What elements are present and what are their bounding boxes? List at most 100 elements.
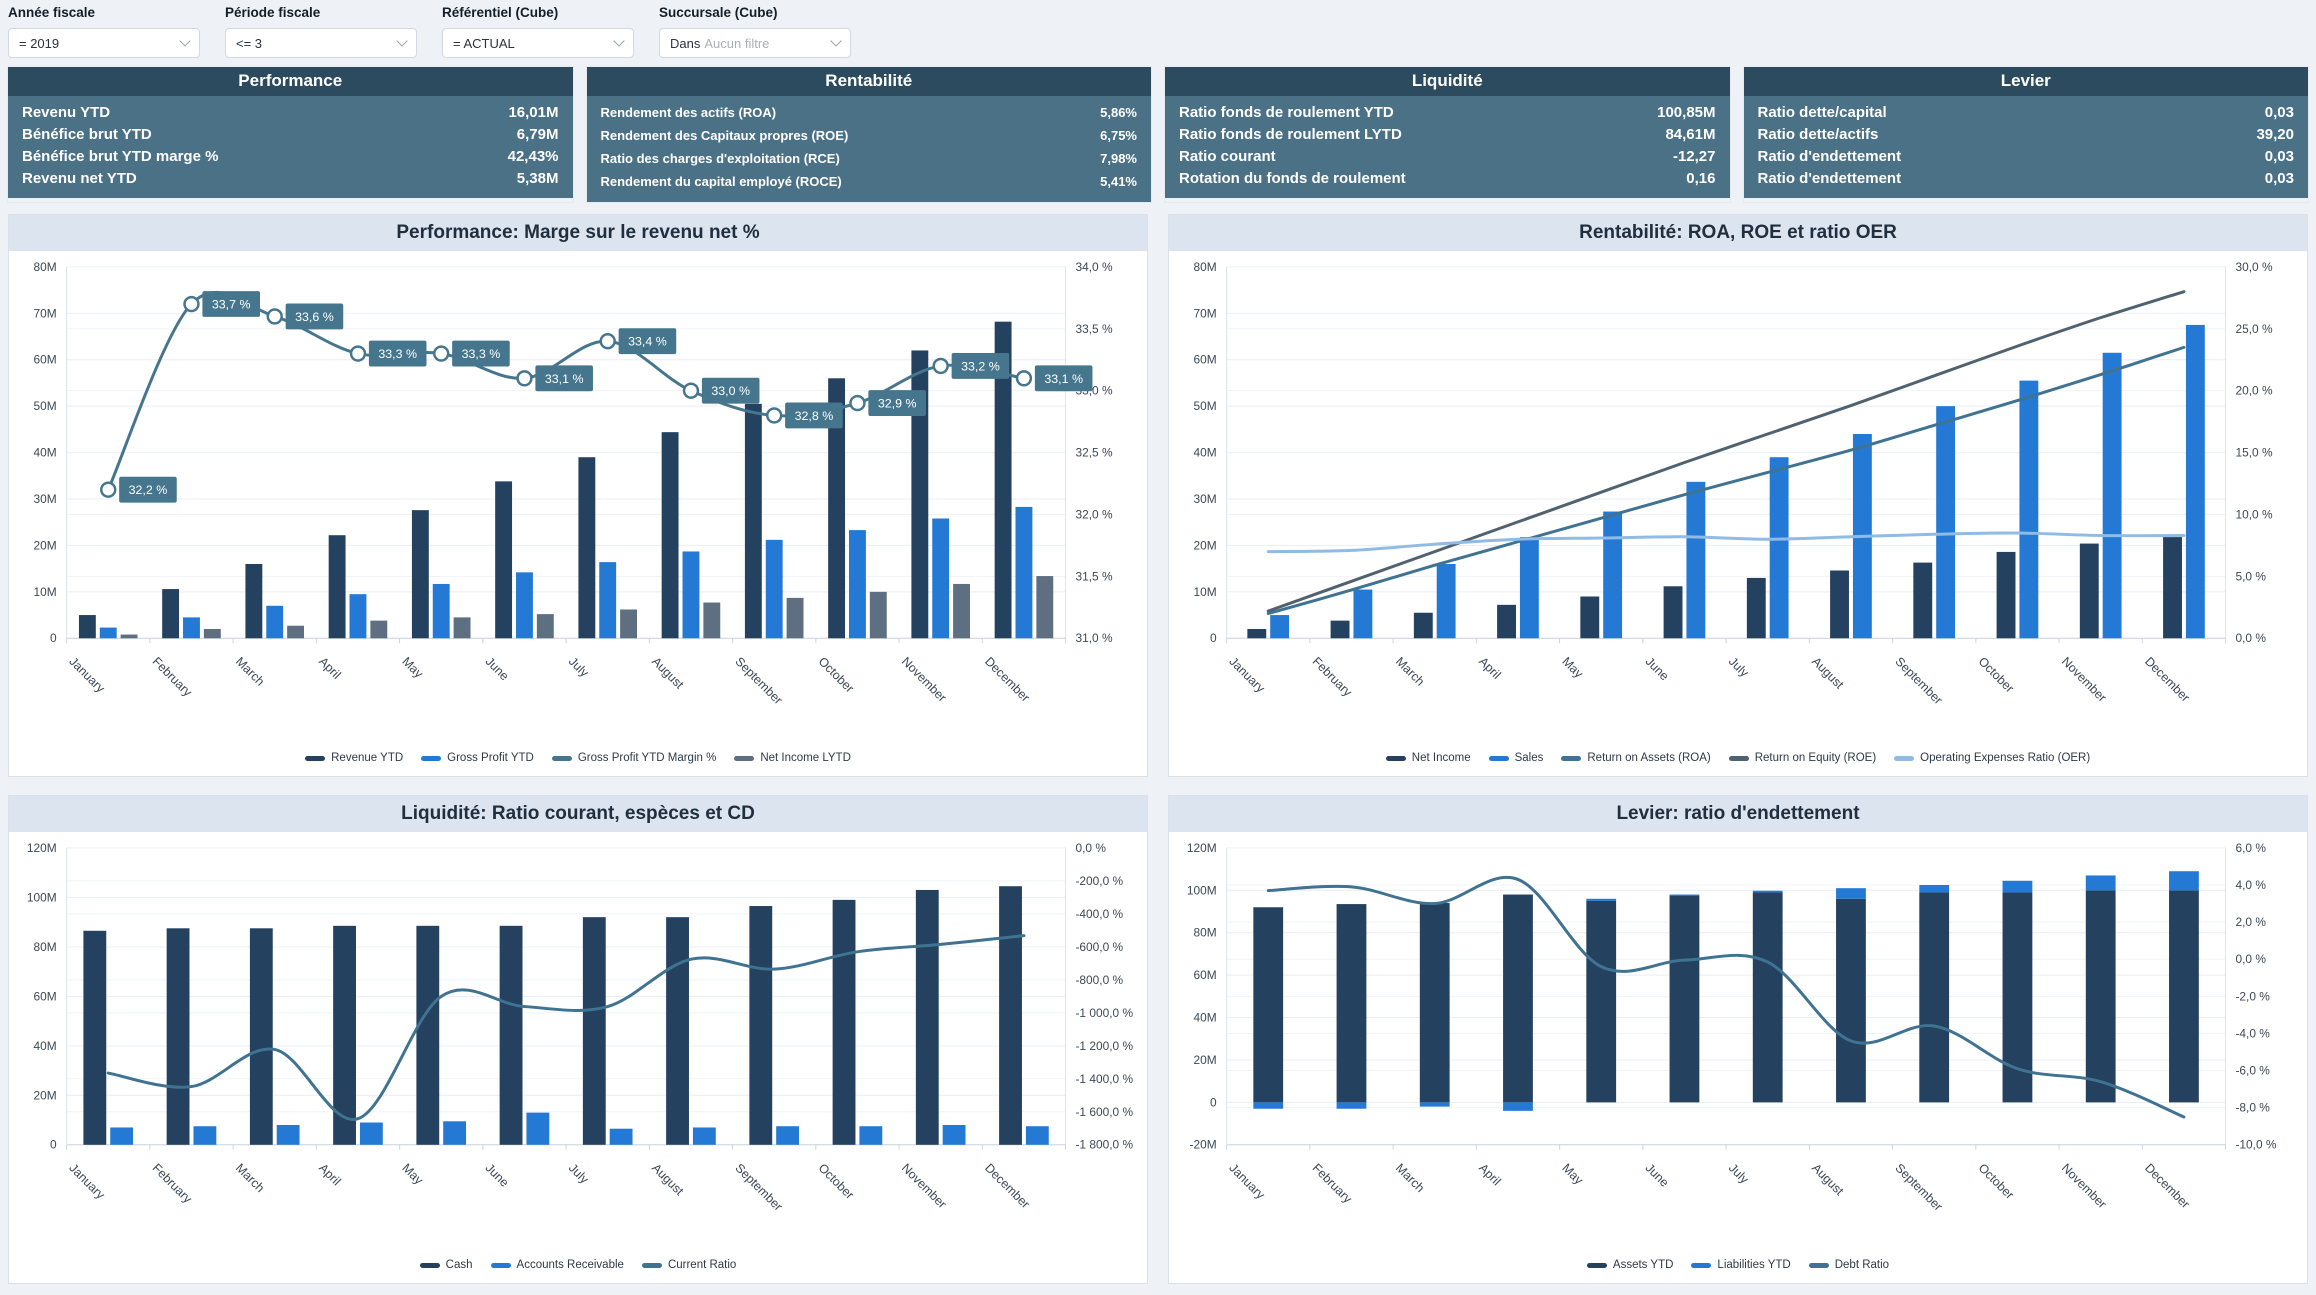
bar[interactable] — [1253, 1102, 1284, 1110]
line-marker[interactable] — [849, 394, 866, 412]
bar[interactable] — [1586, 899, 1617, 902]
bar[interactable] — [1436, 563, 1456, 639]
bar[interactable] — [495, 481, 513, 639]
legend-item[interactable]: Return on Equity (ROE) — [1728, 752, 1876, 764]
legend-item[interactable]: Current Ratio — [641, 1259, 736, 1271]
bar[interactable] — [432, 583, 450, 639]
legend-item[interactable]: Assets YTD — [1586, 1259, 1673, 1271]
bar[interactable] — [2163, 537, 2182, 639]
bar[interactable] — [2002, 881, 2033, 893]
legend-item[interactable]: Net Income — [1385, 752, 1471, 764]
bar[interactable] — [953, 583, 970, 639]
bar[interactable] — [999, 886, 1022, 1146]
bar[interactable] — [1270, 615, 1290, 639]
bar[interactable] — [349, 594, 367, 639]
bar[interactable] — [276, 1125, 300, 1146]
bar[interactable] — [1253, 907, 1284, 1103]
line-marker[interactable] — [766, 407, 783, 424]
bar[interactable] — [162, 589, 180, 639]
bar[interactable] — [1503, 895, 1533, 1103]
bar[interactable] — [183, 617, 200, 639]
bar[interactable] — [765, 539, 783, 639]
bar[interactable] — [776, 1126, 800, 1146]
line-marker[interactable] — [932, 357, 949, 375]
line-marker[interactable] — [433, 345, 450, 362]
legend-item[interactable]: Debt Ratio — [1808, 1259, 1889, 1271]
legend-item[interactable]: Gross Profit YTD — [421, 752, 534, 764]
line-marker[interactable] — [516, 370, 533, 387]
bar[interactable] — [2185, 324, 2205, 639]
legend-item[interactable]: Liabilities YTD — [1691, 1259, 1791, 1271]
legend-item[interactable]: Revenue YTD — [305, 752, 403, 764]
bar[interactable] — [609, 1129, 633, 1146]
bar[interactable] — [666, 917, 689, 1146]
bar[interactable] — [1603, 511, 1623, 639]
bar[interactable] — [1336, 1102, 1367, 1110]
bar[interactable] — [661, 432, 679, 639]
bar[interactable] — [692, 1127, 716, 1146]
bar[interactable] — [1746, 577, 1766, 639]
bar[interactable] — [120, 634, 138, 639]
line-marker[interactable] — [183, 295, 200, 313]
bar[interactable] — [83, 931, 107, 1146]
line-marker[interactable] — [682, 382, 700, 399]
bar[interactable] — [915, 890, 939, 1146]
bar[interactable] — [1419, 903, 1450, 1103]
bar[interactable] — [1036, 576, 1054, 639]
branch-select[interactable]: Dans Aucun filtre — [659, 28, 851, 58]
bar[interactable] — [359, 1122, 383, 1146]
bar[interactable] — [1836, 899, 1866, 1103]
bar[interactable] — [1830, 570, 1849, 639]
bar[interactable] — [578, 457, 596, 639]
bar[interactable] — [620, 609, 638, 639]
bar[interactable] — [1580, 596, 1600, 639]
bar[interactable] — [1686, 481, 1706, 639]
bar[interactable] — [333, 926, 356, 1146]
bar[interactable] — [1503, 1102, 1533, 1112]
legend-item[interactable]: Cash — [419, 1259, 473, 1271]
fiscal-period-select[interactable]: <= 3 — [225, 28, 417, 58]
line-marker[interactable] — [266, 308, 283, 325]
bar[interactable] — [1336, 904, 1367, 1103]
bar[interactable] — [1353, 589, 1373, 639]
bar[interactable] — [416, 926, 440, 1146]
bar[interactable] — [849, 530, 866, 639]
bar[interactable] — [1919, 885, 1950, 893]
bar[interactable] — [110, 1127, 134, 1146]
bar[interactable] — [516, 572, 533, 639]
bar[interactable] — [832, 900, 856, 1146]
bar[interactable] — [744, 403, 762, 639]
bar[interactable] — [859, 1126, 883, 1146]
line-marker[interactable] — [100, 481, 117, 498]
bar[interactable] — [453, 617, 471, 639]
legend-item[interactable]: Operating Expenses Ratio (OER) — [1894, 752, 2090, 764]
bar[interactable] — [599, 562, 617, 639]
bar[interactable] — [1919, 892, 1950, 1103]
bar[interactable] — [932, 518, 950, 639]
bar[interactable] — [582, 917, 606, 1146]
bar[interactable] — [1519, 537, 1539, 639]
line-marker[interactable] — [1015, 370, 1033, 387]
referential-select[interactable]: = ACTUAL — [442, 28, 634, 58]
bar[interactable] — [2169, 890, 2199, 1103]
line-marker[interactable] — [599, 332, 616, 350]
bar[interactable] — [287, 625, 305, 639]
legend-item[interactable]: Accounts Receivable — [490, 1259, 624, 1271]
bar[interactable] — [499, 926, 523, 1146]
bar[interactable] — [411, 510, 429, 639]
bar[interactable] — [536, 614, 554, 639]
bar[interactable] — [328, 535, 346, 639]
bar[interactable] — [786, 597, 804, 639]
fiscal-year-select[interactable]: = 2019 — [8, 28, 200, 58]
bar[interactable] — [78, 615, 96, 639]
bar[interactable] — [1913, 562, 1933, 639]
bar[interactable] — [1497, 604, 1516, 639]
bar[interactable] — [1836, 888, 1866, 900]
bar[interactable] — [682, 551, 700, 639]
bar[interactable] — [2019, 380, 2039, 639]
legend-item[interactable]: Return on Assets (ROA) — [1561, 752, 1711, 764]
bar[interactable] — [2079, 543, 2099, 639]
bar[interactable] — [828, 378, 846, 639]
bar[interactable] — [1419, 1102, 1450, 1108]
bar[interactable] — [1247, 628, 1267, 639]
